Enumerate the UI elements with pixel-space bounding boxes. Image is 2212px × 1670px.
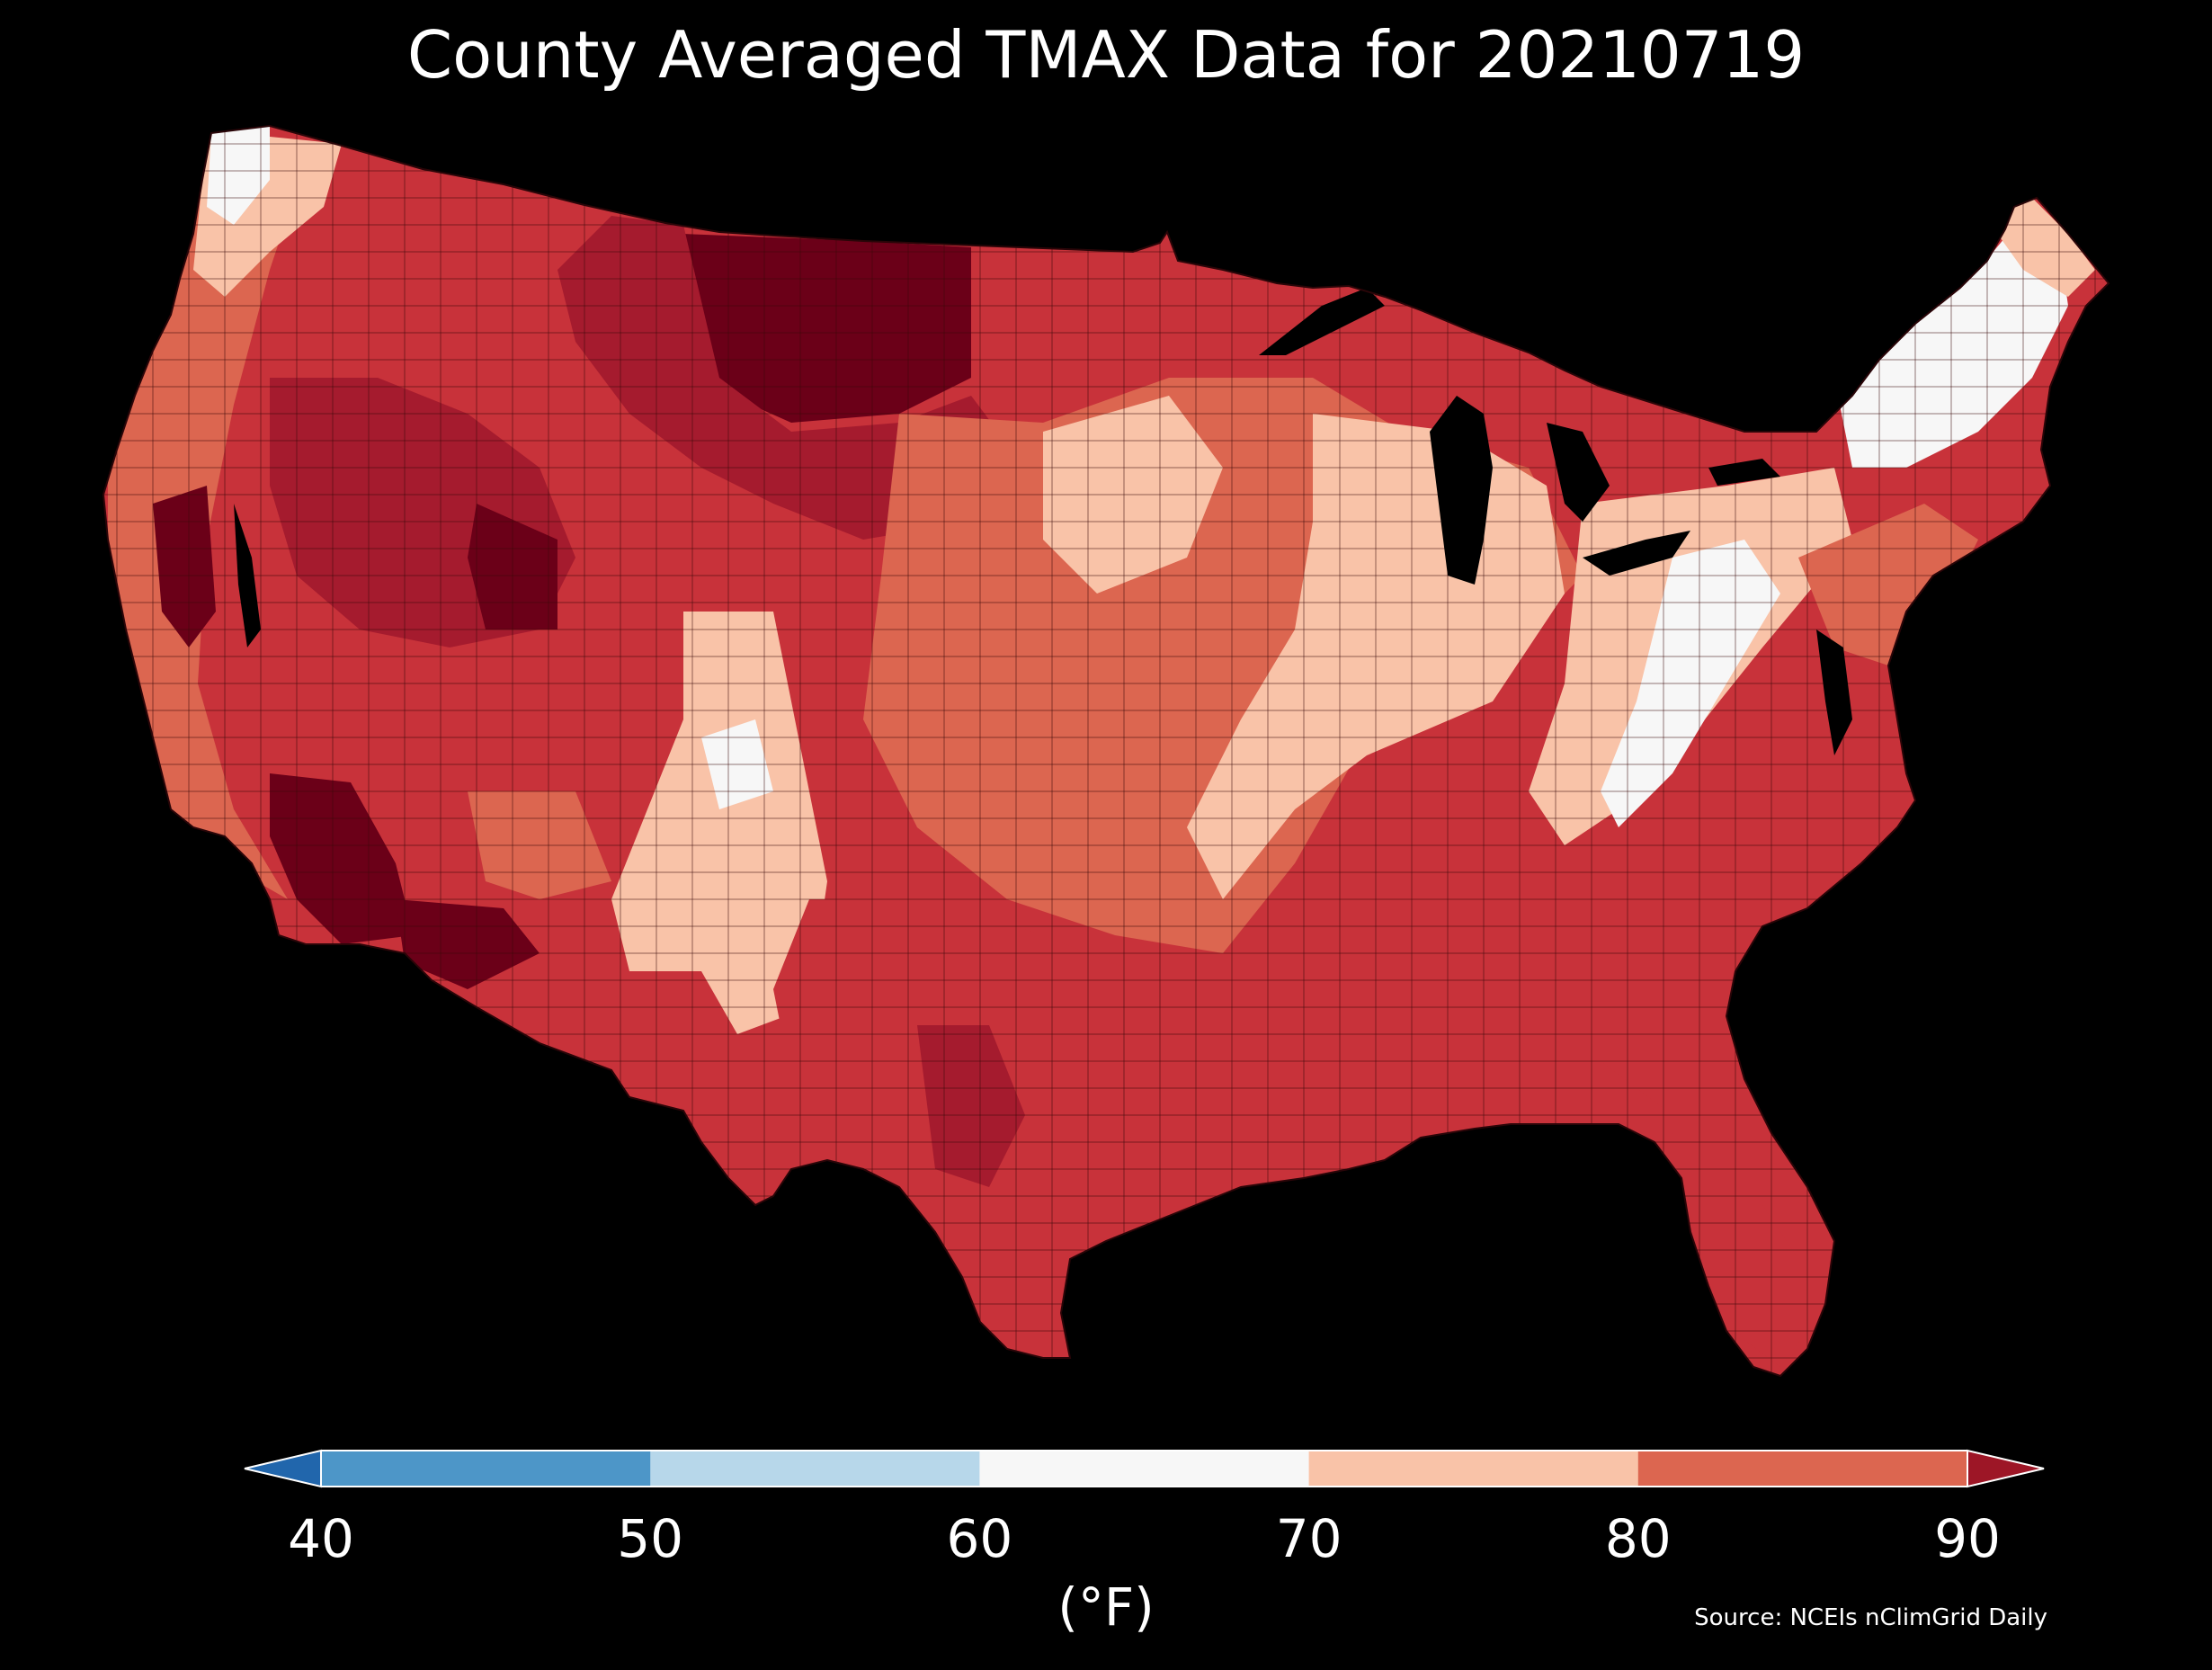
colorbar-tick-40: 40 xyxy=(288,1508,354,1569)
map-title: County Averaged TMAX Data for 20210719 xyxy=(406,17,1806,93)
lake-ontario xyxy=(1708,459,1780,486)
chesapeake-bay xyxy=(1816,630,1852,755)
colorbar-tick-80: 80 xyxy=(1604,1508,1672,1569)
great-salt-lake-area xyxy=(234,504,261,647)
colorbar-frame xyxy=(321,1450,1967,1487)
lake-superior xyxy=(1259,288,1385,355)
central-valley-region xyxy=(153,486,216,647)
colorbar-bin-40-50 xyxy=(321,1451,651,1487)
colorbar-tick-60: 60 xyxy=(946,1508,1013,1569)
great-lakes xyxy=(234,288,1852,755)
colorbar-extend-low xyxy=(244,1449,322,1488)
lower-mississippi-region xyxy=(1169,971,1403,1169)
montana-hottest-region xyxy=(665,234,971,423)
lake-erie xyxy=(1583,531,1690,576)
colorbar-tick-90: 90 xyxy=(1934,1508,2001,1569)
olympic-region xyxy=(207,126,270,225)
colorbar-tick-50: 50 xyxy=(617,1508,684,1569)
colorbar-extend-high xyxy=(1967,1449,2045,1488)
us-outline xyxy=(102,124,2110,1378)
colorbar-bin-70-80 xyxy=(1308,1451,1639,1487)
carolinas-georgia-region xyxy=(1583,773,1897,1115)
desert-southwest-region xyxy=(270,773,414,944)
colorbar-tick-70: 70 xyxy=(1275,1508,1342,1569)
arizona-low-desert-region xyxy=(396,899,540,989)
lake-huron xyxy=(1547,423,1610,522)
colorbar-bin-50-60 xyxy=(650,1451,980,1487)
colorbar-unit-label: (°F) xyxy=(1057,1576,1155,1638)
colorbar-bin-80-90 xyxy=(1637,1451,1968,1487)
colorbar-bin-60-70 xyxy=(979,1451,1310,1487)
lake-michigan xyxy=(1430,396,1493,585)
source-credit: Source: NCEIs nClimGrid Daily xyxy=(1694,1604,2047,1631)
southern-rockies-region xyxy=(611,612,827,1034)
